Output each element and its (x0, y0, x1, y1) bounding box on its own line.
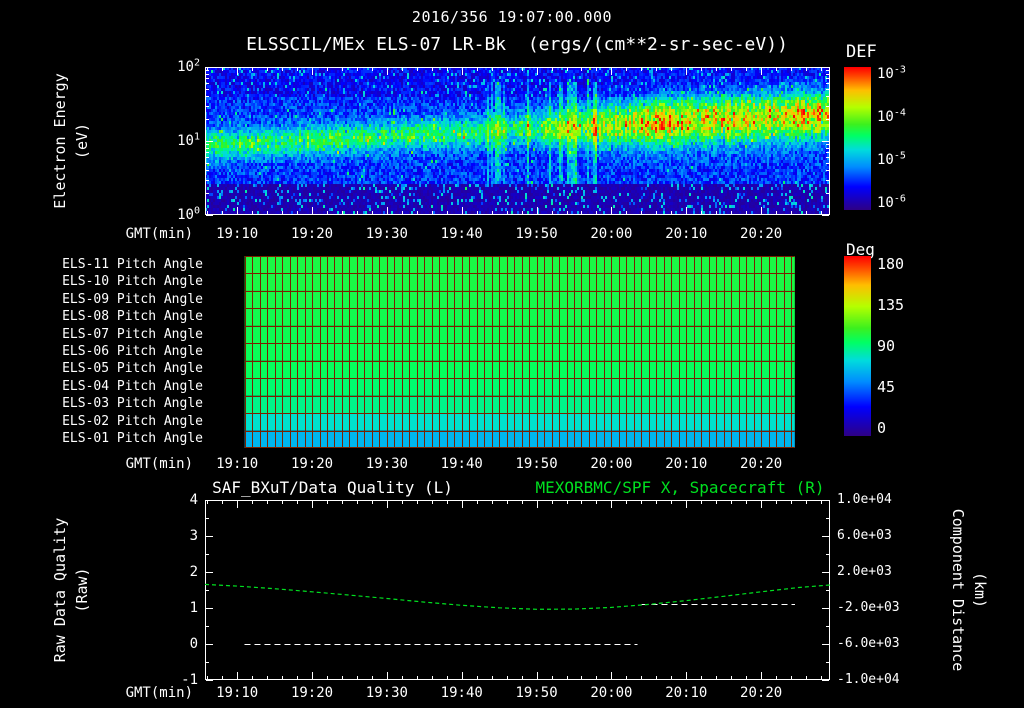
quality-ytick-2: 2 (189, 564, 198, 580)
distance-ytick-3: -2.0e+03 (837, 600, 900, 615)
quality-ytick-3: 3 (189, 528, 198, 544)
def-colorbar-title: DEF (846, 42, 877, 62)
pitch-row-label-6: ELS-06 Pitch Angle (62, 344, 203, 359)
spectrogram-title: ELSSCIL/MEx ELS-07 LR-Bk (ergs/(cm**2-sr… (246, 34, 788, 55)
spacecraft-series-title: MEXORBMC/SPF X, Spacecraft (R) (535, 478, 825, 497)
spec-time-tick-19-40: 19:40 (440, 226, 483, 242)
pitch-row-label-8: ELS-08 Pitch Angle (62, 309, 203, 325)
datetime-title: 2016/356 19:07:00.000 (411, 8, 613, 26)
pitch-row-label-11: ELS-11 Pitch Angle (62, 256, 203, 272)
pitch-row-label-1: ELS-01 Pitch Angle (62, 431, 203, 447)
spec-time-tick-19-20: 19:20 (290, 226, 334, 242)
pitch-time-tick-20-10: 20:10 (665, 456, 708, 472)
ts-time-tick-19-10: 19:10 (216, 685, 259, 701)
pitch-row-label-3: ELS-03 Pitch Angle (62, 396, 203, 412)
pitch-time-tick-19-40: 19:40 (440, 456, 483, 472)
def-colorbar (844, 67, 871, 210)
energy-ytick-1e1: 101 (177, 131, 200, 149)
energy-ytick-1e2: 102 (177, 57, 200, 75)
deg-cbar-tick-90: 90 (877, 337, 896, 355)
pitch-angle-heatmap (205, 256, 830, 448)
spec-time-tick-20-10: 20:10 (665, 226, 708, 242)
quality-ytick-1: 1 (189, 600, 198, 616)
deg-colorbar (844, 256, 871, 436)
spec-time-tick-20-20: 20:20 (740, 226, 783, 242)
pitch-row-label-7: ELS-07 Pitch Angle (62, 326, 203, 342)
distance-ytick-0: 1.0e+04 (837, 492, 892, 507)
distance-ytick-5: -1.0e+04 (837, 672, 900, 687)
pitch-time-tick-19-30: 19:30 (365, 456, 408, 472)
distance-ytick-2: 2.0e+03 (837, 564, 892, 579)
energy-ytick-1e0: 100 (177, 205, 200, 223)
spec-time-tick-20-00: 20:00 (590, 226, 633, 242)
electron-spectrogram-plot (205, 67, 830, 215)
deg-cbar-tick-45: 45 (877, 378, 896, 396)
def-cbar-tick-1e-3: 10-3 (877, 64, 906, 82)
quality-ytick--1: -1 (181, 672, 198, 688)
deg-cbar-tick-135: 135 (877, 296, 905, 314)
spec-time-tick-19-50: 19:50 (515, 226, 558, 242)
ts-time-tick-19-50: 19:50 (515, 685, 558, 701)
gmt-axis-label-1: GMT(min) (125, 226, 193, 242)
pitch-time-tick-20-20: 20:20 (740, 456, 783, 472)
distance-ytick-1: 6.0e+03 (837, 528, 892, 543)
ts-time-tick-19-20: 19:20 (290, 685, 334, 701)
def-cbar-tick-1e-6: 10-6 (877, 193, 906, 211)
quality-series-title: SAF_BXuT/Data Quality (L) (212, 478, 453, 497)
deg-cbar-tick-0: 0 (877, 419, 887, 437)
gmt-axis-label-2: GMT(min) (125, 456, 193, 472)
def-cbar-tick-1e-4: 10-4 (877, 107, 906, 125)
deg-cbar-tick-180: 180 (877, 255, 905, 273)
def-cbar-tick-1e-5: 10-5 (877, 150, 906, 168)
spec-time-tick-19-10: 19:10 (216, 226, 259, 242)
pitch-time-tick-19-20: 19:20 (290, 456, 334, 472)
deg-colorbar-title: Deg (846, 240, 875, 259)
pitch-time-tick-19-50: 19:50 (515, 456, 558, 472)
pitch-time-tick-20-00: 20:00 (590, 456, 633, 472)
ts-time-tick-20-00: 20:00 (590, 685, 633, 701)
ts-time-tick-20-10: 20:10 (665, 685, 708, 701)
quality-ytick-4: 4 (189, 492, 198, 508)
ts-time-tick-19-40: 19:40 (440, 685, 483, 701)
pitch-row-label-4: ELS-04 Pitch Angle (62, 378, 203, 394)
pitch-time-tick-19-10: 19:10 (216, 456, 259, 472)
pitch-row-label-2: ELS-02 Pitch Angle (62, 413, 203, 429)
quality-ytick-0: 0 (189, 636, 198, 652)
pitch-row-label-5: ELS-05 Pitch Angle (62, 361, 203, 377)
pitch-row-label-10: ELS-10 Pitch Angle (62, 274, 203, 290)
gmt-axis-label-3: GMT(min) (125, 685, 193, 701)
spec-time-tick-19-30: 19:30 (365, 226, 408, 242)
ts-time-tick-20-20: 20:20 (740, 685, 783, 701)
distance-ytick-4: -6.0e+03 (837, 636, 900, 651)
ts-time-tick-19-30: 19:30 (365, 685, 408, 701)
pitch-row-label-9: ELS-09 Pitch Angle (62, 291, 203, 307)
